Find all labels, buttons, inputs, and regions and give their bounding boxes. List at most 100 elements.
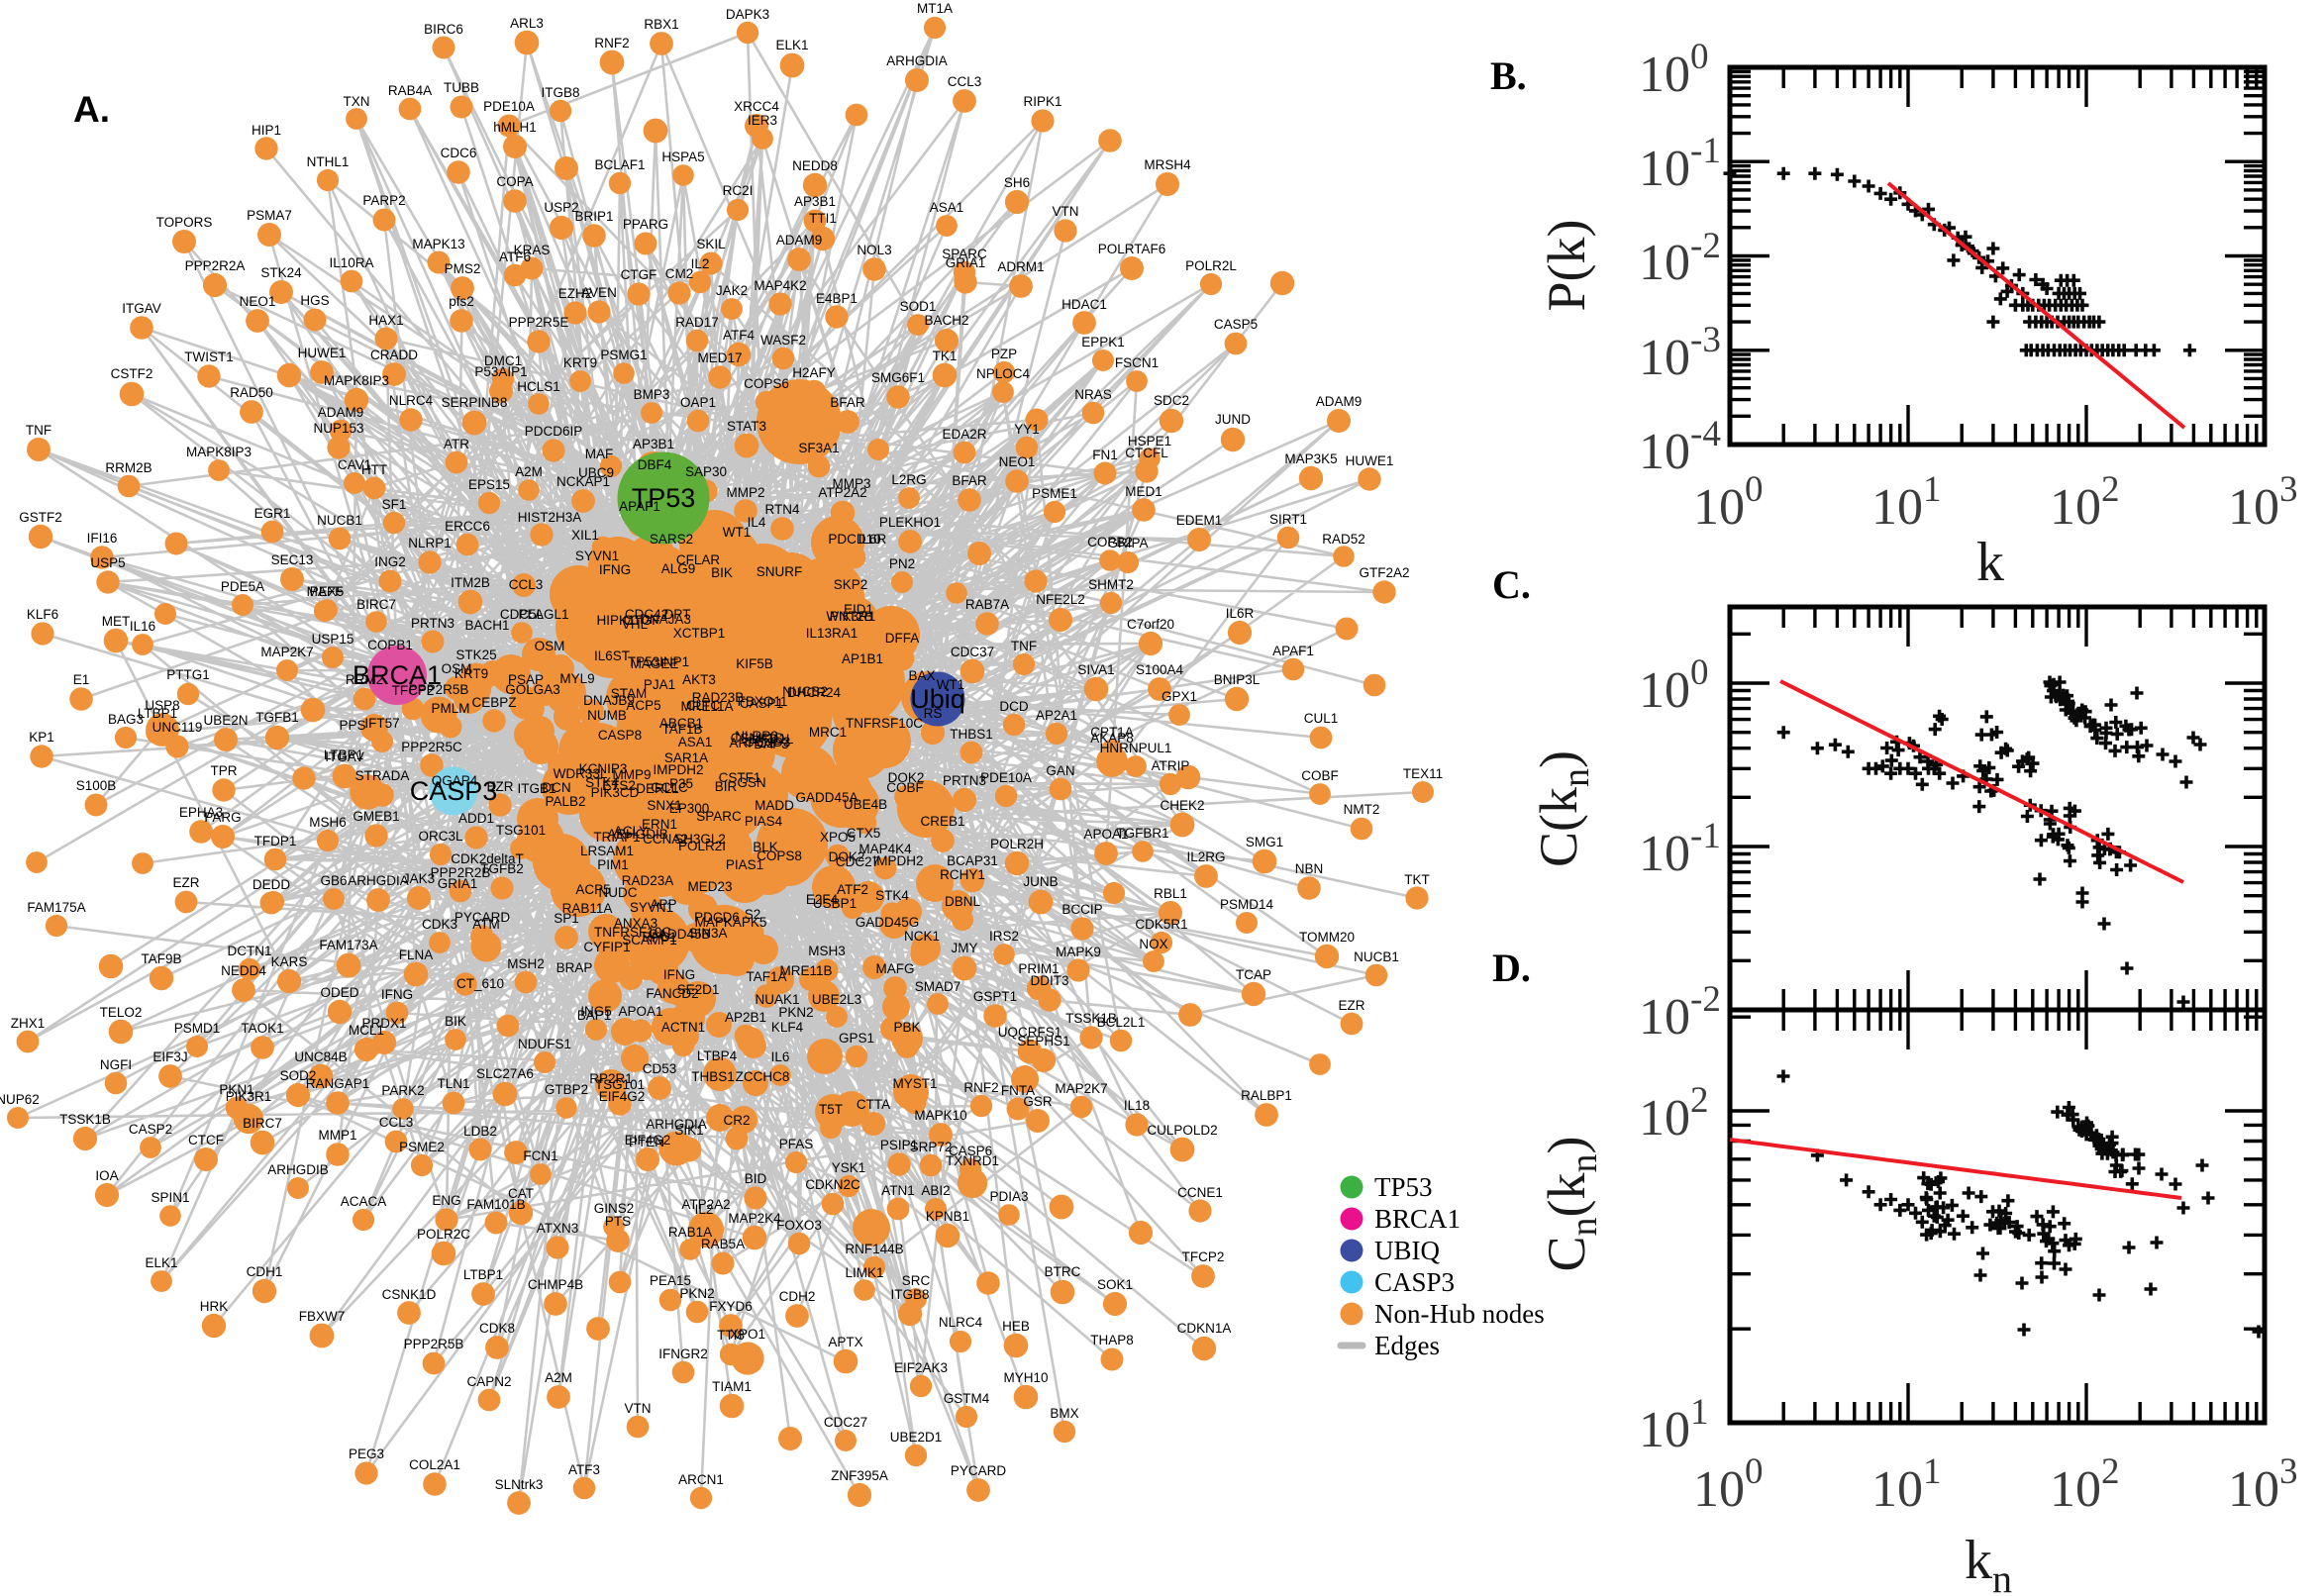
svg-text:IL6R: IL6R (1226, 606, 1255, 621)
svg-text:SPIN1: SPIN1 (151, 1190, 189, 1205)
svg-text:IFNGR2: IFNGR2 (658, 1347, 708, 1361)
svg-text:STK4: STK4 (875, 888, 909, 903)
svg-text:MCL1: MCL1 (349, 1023, 384, 1038)
svg-text:RAD23B: RAD23B (692, 690, 745, 705)
svg-text:PZP: PZP (991, 347, 1017, 361)
svg-text:NPLOC4: NPLOC4 (976, 366, 1031, 381)
svg-text:MAP2K4: MAP2K4 (728, 1211, 781, 1226)
svg-text:STK4: STK4 (585, 775, 619, 790)
svg-text:PPS: PPS (339, 718, 365, 733)
svg-text:PLAGL1: PLAGL1 (518, 607, 568, 622)
svg-text:NEO1: NEO1 (999, 454, 1036, 469)
svg-text:B.: B. (1490, 53, 1527, 98)
svg-text:SHMT2: SHMT2 (1088, 577, 1134, 592)
svg-text:GRIA1: GRIA1 (946, 255, 986, 270)
svg-text:ATR: ATR (444, 437, 469, 451)
svg-text:CPT1A: CPT1A (1090, 725, 1134, 740)
svg-text:NLRP1: NLRP1 (408, 536, 452, 550)
svg-text:SKIL: SKIL (696, 237, 726, 251)
svg-text:POLR2H: POLR2H (990, 837, 1044, 851)
svg-text:PRTN3: PRTN3 (411, 616, 454, 631)
svg-text:SPARC: SPARC (696, 809, 742, 824)
svg-text:CYFIP1: CYFIP1 (583, 940, 630, 954)
svg-text:FOXO3: FOXO3 (776, 1218, 822, 1233)
svg-text:TSSK1B: TSSK1B (59, 1112, 111, 1127)
svg-text:STRADA: STRADA (355, 768, 410, 783)
svg-text:USBP1: USBP1 (813, 896, 857, 911)
svg-text:AP2A1: AP2A1 (1036, 708, 1077, 723)
svg-text:IFNG: IFNG (663, 967, 695, 982)
svg-text:TXNRD1: TXNRD1 (946, 1153, 999, 1168)
svg-text:CDC37: CDC37 (951, 645, 994, 659)
svg-text:PSAP: PSAP (508, 672, 544, 687)
svg-text:hMLH1: hMLH1 (493, 120, 537, 135)
svg-text:KLF6: KLF6 (27, 607, 58, 622)
svg-text:CASP2: CASP2 (129, 1122, 172, 1137)
svg-text:OAP1: OAP1 (680, 395, 716, 410)
svg-text:CM2: CM2 (665, 266, 694, 281)
svg-text:PFAS: PFAS (779, 1137, 814, 1151)
svg-text:MAF: MAF (585, 447, 614, 461)
svg-text:BRCA1: BRCA1 (353, 660, 442, 690)
svg-text:ERCC6: ERCC6 (445, 519, 490, 534)
svg-text:SERPINB8: SERPINB8 (442, 395, 508, 410)
svg-text:IOA: IOA (95, 1168, 118, 1183)
svg-text:ASA1: ASA1 (678, 735, 713, 749)
svg-text:MAPK13: MAPK13 (412, 237, 464, 251)
svg-text:SIRT1: SIRT1 (1269, 512, 1307, 527)
svg-text:RTN4: RTN4 (764, 502, 800, 517)
svg-text:RAD50: RAD50 (230, 385, 273, 400)
svg-text:PIK3CD: PIK3CD (591, 785, 640, 800)
svg-text:UNC84B: UNC84B (294, 1049, 347, 1064)
svg-text:BFAR: BFAR (952, 473, 987, 488)
svg-text:Ubiq: Ubiq (910, 684, 965, 714)
svg-text:CCL3: CCL3 (948, 74, 982, 89)
svg-text:ADAM9: ADAM9 (776, 233, 823, 248)
svg-text:LIMK1: LIMK1 (845, 1265, 883, 1280)
svg-text:STK25: STK25 (455, 648, 496, 662)
svg-text:GTF2A2: GTF2A2 (1359, 565, 1409, 580)
svg-text:ITGAV: ITGAV (325, 749, 364, 764)
svg-text:CASP3: CASP3 (410, 776, 498, 806)
svg-text:CHEK2: CHEK2 (1160, 798, 1204, 813)
svg-text:PIAS4: PIAS4 (745, 814, 783, 829)
svg-text:ITGAV: ITGAV (122, 301, 161, 316)
svg-text:GPS1: GPS1 (839, 1031, 874, 1046)
svg-text:COPS6: COPS6 (744, 376, 789, 391)
svg-text:EPPK1: EPPK1 (1081, 335, 1125, 349)
svg-text:S100A4: S100A4 (1136, 662, 1184, 677)
svg-text:IL2: IL2 (695, 1202, 714, 1217)
svg-text:TNFRSF10C: TNFRSF10C (846, 716, 923, 731)
svg-text:CTGF: CTGF (621, 267, 657, 282)
svg-text:IL6: IL6 (771, 1049, 790, 1064)
svg-text:SF1: SF1 (382, 497, 407, 512)
svg-text:GADD45A: GADD45A (795, 790, 858, 805)
svg-text:GSN: GSN (737, 775, 765, 790)
svg-text:IL10RA: IL10RA (329, 255, 373, 270)
svg-text:GMEB1: GMEB1 (353, 809, 399, 824)
svg-text:TNF: TNF (26, 423, 51, 438)
svg-text:HSPA5: HSPA5 (661, 150, 704, 164)
svg-text:GSPT1: GSPT1 (973, 989, 1017, 1004)
svg-text:RAD52: RAD52 (1322, 532, 1365, 547)
svg-text:CDC27: CDC27 (824, 1415, 867, 1430)
svg-text:10: 10 (1639, 1090, 1690, 1147)
svg-text:TK1: TK1 (933, 349, 958, 363)
svg-text:MYL9: MYL9 (559, 671, 594, 686)
svg-text:CEBPZ: CEBPZ (471, 695, 516, 710)
svg-text:DNAJA3: DNAJA3 (640, 612, 691, 627)
svg-text:10: 10 (1639, 662, 1690, 719)
svg-text:PEG3: PEG3 (349, 1446, 384, 1461)
svg-text:OSM: OSM (535, 639, 565, 653)
svg-text:TGFBR1: TGFBR1 (1116, 826, 1168, 841)
svg-text:TKT: TKT (1404, 872, 1430, 887)
svg-text:TTI1: TTI1 (809, 211, 837, 226)
svg-text:0: 0 (1690, 652, 1709, 693)
svg-text:CSNK1D: CSNK1D (382, 1287, 437, 1302)
svg-text:AVEN: AVEN (581, 285, 617, 300)
svg-text:PDE5A: PDE5A (221, 579, 264, 594)
svg-text:VHL: VHL (622, 617, 649, 632)
svg-text:COL2A1: COL2A1 (409, 1457, 460, 1472)
svg-text:SYVN1: SYVN1 (630, 900, 673, 915)
svg-text:PSMA7: PSMA7 (247, 208, 292, 223)
